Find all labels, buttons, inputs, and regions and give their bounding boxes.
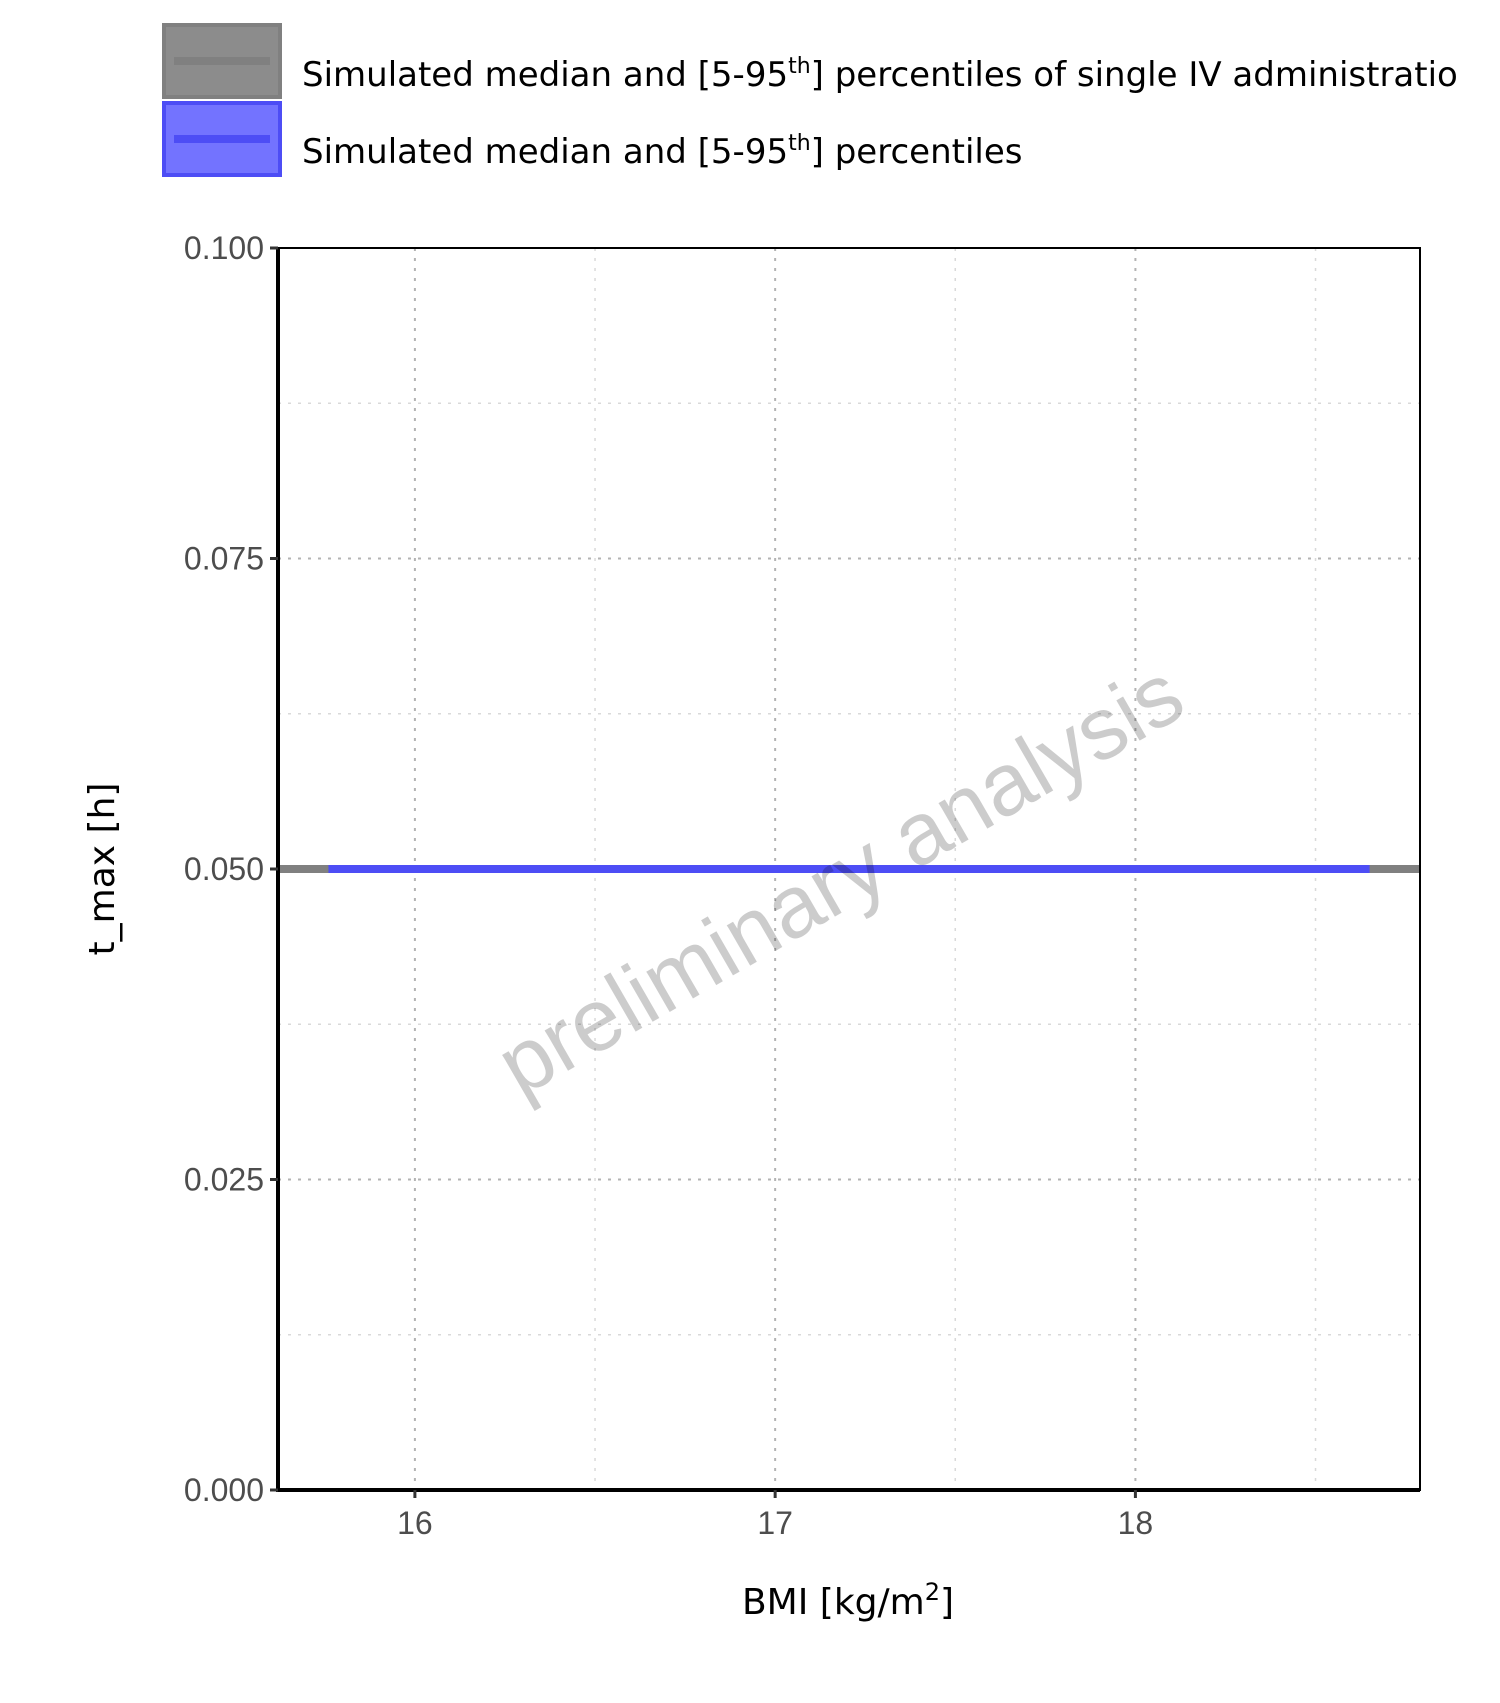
legend-entry-single-iv: Simulated median and [5-95th] percentile…: [162, 23, 1458, 99]
y-axis-ticks: 0.000 0.025 0.050 0.075 0.100: [184, 230, 278, 1508]
y-tick-label-3: 0.075: [184, 541, 264, 577]
legend-label-single-iv: Simulated median and [5-95th] percentile…: [302, 54, 1458, 95]
x-tick-label-0: 16: [397, 1505, 433, 1541]
legend-label-simulated: Simulated median and [5-95th] percentile…: [302, 131, 1022, 172]
legend: Simulated median and [5-95th] percentile…: [162, 23, 1458, 177]
y-tick-label-2: 0.050: [184, 851, 264, 887]
x-tick-label-1: 17: [757, 1505, 793, 1541]
legend-entry-simulated: Simulated median and [5-95th] percentile…: [162, 101, 1022, 177]
y-tick-label-0: 0.000: [184, 1472, 264, 1508]
y-tick-label-4: 0.100: [184, 230, 264, 266]
x-tick-label-2: 18: [1118, 1505, 1154, 1541]
x-axis-title: BMI [kg/m2]: [742, 1578, 954, 1623]
y-tick-label-1: 0.025: [184, 1162, 264, 1198]
y-axis-title: t_max [h]: [82, 783, 123, 956]
x-axis-ticks: 16 17 18: [397, 1490, 1153, 1541]
